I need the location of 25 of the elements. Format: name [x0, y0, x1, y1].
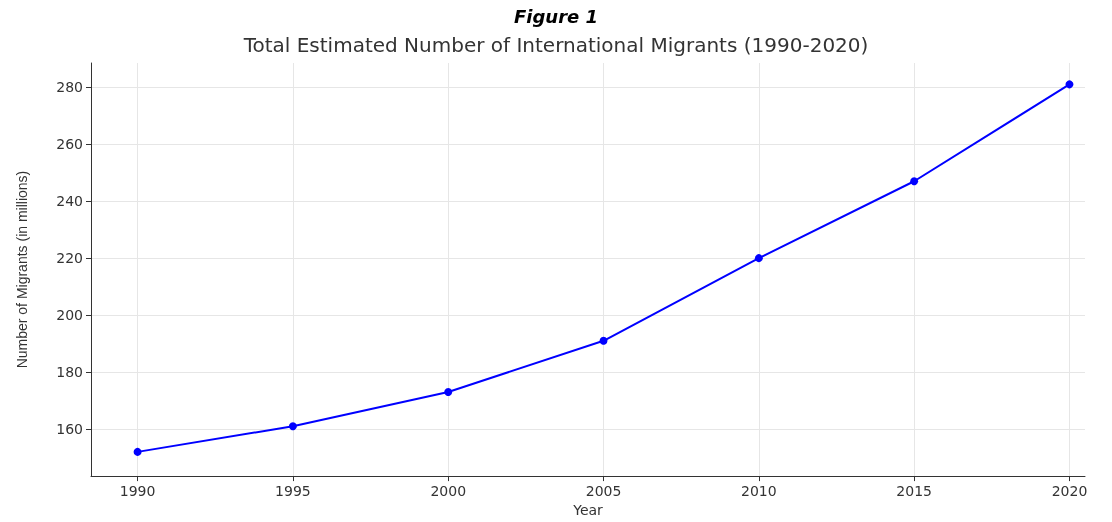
y-tick-label: 160: [56, 421, 83, 438]
y-tick-label: 200: [56, 307, 83, 324]
x-tick-label: 2005: [585, 483, 622, 500]
x-tick-label: 2010: [741, 483, 777, 500]
chart-subtitle: Total Estimated Number of International Migrants (1990-2020): [242, 33, 869, 57]
chart-title: Figure 1: [513, 5, 599, 27]
y-tick-label: 260: [56, 136, 83, 153]
x-tick-label: 1990: [119, 483, 156, 500]
y-axis-title: Number of Migrants (in millions): [14, 170, 30, 369]
point: [910, 177, 919, 186]
y-tick-label: 220: [56, 250, 83, 267]
point: [288, 422, 297, 431]
point: [599, 336, 608, 345]
y-tick-label: 240: [56, 193, 83, 210]
y-tick-label: 280: [56, 79, 83, 96]
x-tick-label: 1995: [275, 483, 311, 500]
point: [133, 447, 142, 456]
y-tick-label: 180: [56, 364, 83, 381]
x-tick-label: 2015: [896, 483, 932, 500]
point: [754, 254, 763, 263]
x-tick-label: 2020: [1051, 483, 1088, 500]
point: [1065, 80, 1074, 89]
x-axis-title: Year: [572, 502, 604, 518]
point: [444, 388, 453, 397]
x-tick-label: 2000: [430, 483, 467, 500]
